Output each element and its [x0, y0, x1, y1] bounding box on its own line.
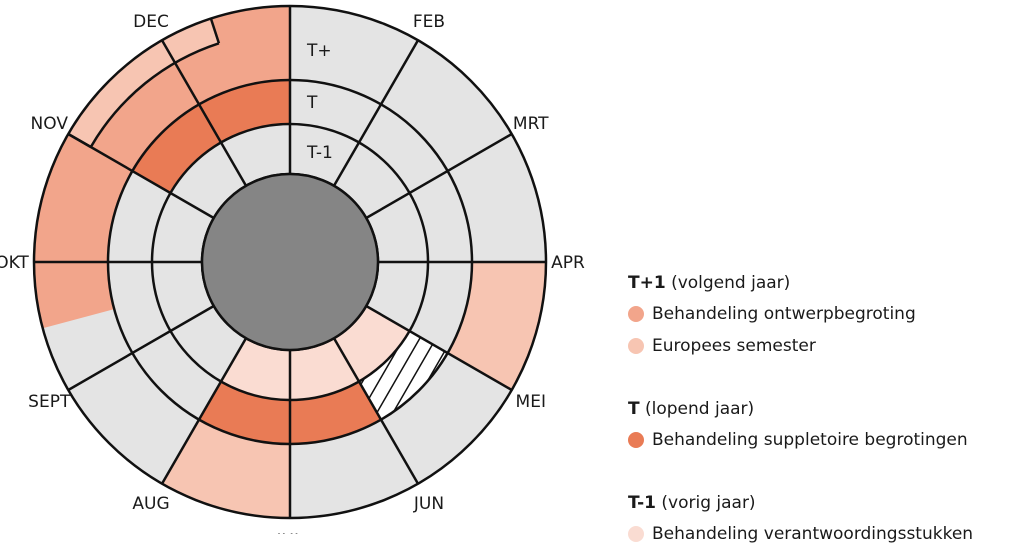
month-label-dec: DEC — [133, 12, 169, 32]
legend-item-ontwerpbegroting: Behandeling ontwerpbegroting — [628, 298, 1020, 330]
month-label-okt: OKT — [0, 253, 29, 273]
ring-labels: T+ T T-1 — [306, 41, 333, 163]
divider-mei — [365, 304, 513, 392]
divider-dec — [160, 39, 248, 187]
cell-T+-feb — [381, 40, 512, 171]
legend-heading: T-1 (vorig jaar) — [628, 493, 756, 513]
wheel-lines — [32, 4, 548, 520]
month-label-jul: JUL — [276, 531, 304, 534]
month-labels: JANFEBMRTAPRMEIJUNJULAUGSEPTOKTNOVDEC — [0, 12, 585, 534]
cell-T+-jun — [290, 419, 418, 518]
cell-T+-aug — [68, 353, 200, 484]
semester-band-outline — [89, 42, 220, 148]
divider-aug — [160, 337, 248, 485]
legend-item-verantwoording: Behandeling verantwoordingsstukken — [628, 518, 1020, 550]
month-label-feb: FEB — [413, 12, 445, 32]
ring-label-2: T-1 — [306, 143, 333, 163]
month-label-jun: JUN — [413, 494, 444, 514]
cell-T+-jan — [290, 6, 418, 105]
legend-group-t-plus-1: T+1 (volgend jaar) Behandeling ontwerpbe… — [628, 268, 1020, 362]
ring-label-0: T+ — [306, 41, 332, 61]
segment-europees_semester-nov — [68, 40, 175, 147]
segment-ontwerpbegroting-sept — [34, 262, 115, 329]
legend-heading: T+1 (volgend jaar) — [628, 273, 791, 293]
cell-T-jan — [290, 80, 381, 143]
ring-label-1: T — [306, 93, 318, 113]
segment-suppletoire-nov — [132, 104, 221, 193]
month-label-sept: SEPT — [28, 392, 71, 412]
month-label-mei: MEI — [516, 392, 546, 412]
segment-europees_semester-dec — [162, 18, 219, 63]
divider-feb — [332, 39, 420, 187]
cell-T-sept — [108, 262, 171, 353]
segment-ontwerpbegroting-nov — [68, 40, 200, 171]
semester-band-end — [209, 18, 221, 44]
cell-T-feb — [359, 104, 448, 193]
cell-T-okt — [108, 171, 171, 262]
legend: T+1 (volgend jaar) Behandeling ontwerpbe… — [628, 268, 1020, 550]
wheel-cells — [34, 6, 546, 518]
segment-suppletoire-mei — [359, 331, 448, 420]
legend-swatch — [628, 338, 644, 354]
legend-item-suppletoire: Behandeling suppletoire begrotingen — [628, 424, 1020, 456]
center-disc — [200, 172, 380, 352]
legend-swatch — [628, 306, 644, 322]
divider-nov — [67, 132, 215, 220]
month-label-aug: AUG — [132, 494, 169, 514]
segment-europees_semester-jul — [162, 419, 290, 518]
cell-T+-mrt — [447, 134, 546, 262]
segment-suppletoire-jun — [290, 381, 381, 444]
month-label-apr: APR — [551, 253, 585, 273]
legend-group-t: T (lopend jaar) Behandeling suppletoire … — [628, 394, 1020, 456]
divider-sept — [67, 304, 215, 392]
cell-T-aug — [132, 331, 221, 420]
month-label-mrt: MRT — [513, 114, 549, 134]
semester-band-start — [67, 132, 92, 149]
divider-jun — [332, 337, 420, 485]
month-label-nov: NOV — [31, 114, 69, 134]
cell-T+-mei — [381, 353, 512, 484]
segment-europees_semester-apr — [447, 262, 546, 390]
divider-mrt — [365, 132, 513, 220]
budget-cycle-wheel: JANFEBMRTAPRMEIJUNJULAUGSEPTOKTNOVDEC T+… — [0, 4, 585, 534]
cell-T-mrt — [409, 171, 472, 262]
legend-heading: T (lopend jaar) — [628, 399, 755, 419]
cell-T-apr — [409, 262, 472, 353]
legend-swatch — [628, 432, 644, 448]
segment-ontwerpbegroting-okt — [34, 134, 133, 262]
legend-swatch — [628, 526, 644, 542]
segment-suppletoire-jul — [199, 381, 290, 444]
legend-group-t-minus-1: T-1 (vorig jaar) Behandeling verantwoord… — [628, 488, 1020, 550]
legend-item-europees-semester: Europees semester — [628, 330, 1020, 362]
segment-suppletoire-dec — [199, 80, 290, 143]
